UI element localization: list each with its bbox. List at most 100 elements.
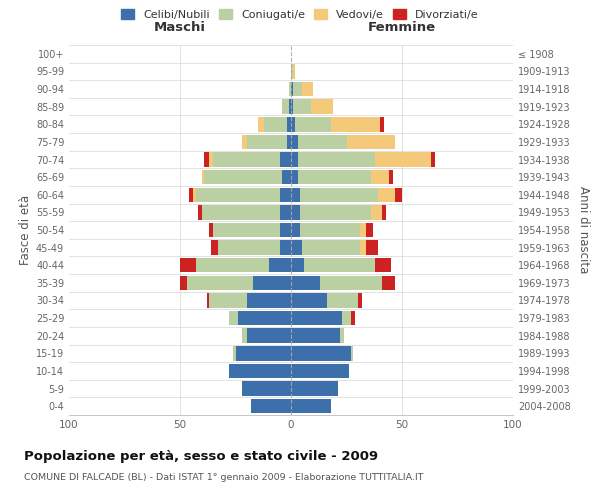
- Bar: [280, 223, 291, 237]
- Bar: [300, 188, 377, 202]
- Y-axis label: Fasce di età: Fasce di età: [19, 195, 32, 265]
- Bar: [380, 117, 384, 132]
- Bar: [291, 311, 342, 326]
- Bar: [291, 188, 300, 202]
- Bar: [360, 240, 367, 255]
- Bar: [202, 170, 205, 184]
- Bar: [382, 276, 395, 290]
- Bar: [311, 100, 333, 114]
- Bar: [358, 294, 362, 308]
- Bar: [291, 117, 295, 132]
- Bar: [291, 152, 298, 166]
- Bar: [382, 205, 386, 220]
- Bar: [180, 258, 196, 272]
- Bar: [293, 82, 302, 96]
- Bar: [180, 276, 187, 290]
- Bar: [211, 240, 218, 255]
- Bar: [187, 276, 253, 290]
- Bar: [291, 382, 338, 396]
- Bar: [376, 152, 431, 166]
- Bar: [289, 82, 291, 96]
- Bar: [291, 100, 293, 114]
- Bar: [298, 134, 347, 149]
- Bar: [395, 188, 402, 202]
- Bar: [242, 382, 291, 396]
- Bar: [287, 117, 291, 132]
- Bar: [218, 240, 280, 255]
- Bar: [300, 205, 371, 220]
- Bar: [291, 134, 298, 149]
- Bar: [280, 188, 291, 202]
- Bar: [251, 399, 291, 413]
- Bar: [377, 188, 395, 202]
- Bar: [247, 134, 287, 149]
- Bar: [291, 364, 349, 378]
- Bar: [291, 240, 302, 255]
- Bar: [229, 311, 238, 326]
- Bar: [351, 311, 355, 326]
- Bar: [298, 152, 376, 166]
- Bar: [269, 258, 291, 272]
- Bar: [209, 223, 214, 237]
- Bar: [291, 346, 351, 360]
- Bar: [371, 205, 382, 220]
- Bar: [351, 346, 353, 360]
- Bar: [302, 82, 313, 96]
- Bar: [340, 328, 344, 343]
- Bar: [247, 294, 291, 308]
- Bar: [206, 294, 209, 308]
- Bar: [298, 170, 371, 184]
- Bar: [291, 276, 320, 290]
- Legend: Celibi/Nubili, Coniugati/e, Vedovi/e, Divorziati/e: Celibi/Nubili, Coniugati/e, Vedovi/e, Di…: [118, 6, 482, 23]
- Bar: [280, 240, 291, 255]
- Bar: [213, 223, 280, 237]
- Bar: [287, 134, 291, 149]
- Bar: [320, 276, 382, 290]
- Bar: [196, 258, 269, 272]
- Bar: [196, 188, 280, 202]
- Text: Femmine: Femmine: [368, 20, 436, 34]
- Bar: [295, 117, 331, 132]
- Bar: [202, 205, 280, 220]
- Bar: [367, 240, 377, 255]
- Bar: [253, 276, 291, 290]
- Bar: [291, 64, 293, 78]
- Bar: [326, 294, 358, 308]
- Bar: [242, 134, 247, 149]
- Bar: [302, 240, 360, 255]
- Bar: [247, 328, 291, 343]
- Bar: [229, 364, 291, 378]
- Y-axis label: Anni di nascita: Anni di nascita: [577, 186, 590, 274]
- Bar: [258, 117, 265, 132]
- Bar: [431, 152, 436, 166]
- Bar: [193, 188, 196, 202]
- Bar: [242, 328, 247, 343]
- Bar: [209, 294, 247, 308]
- Bar: [291, 294, 326, 308]
- Bar: [367, 223, 373, 237]
- Bar: [347, 134, 395, 149]
- Bar: [209, 152, 214, 166]
- Bar: [389, 170, 393, 184]
- Bar: [300, 223, 360, 237]
- Bar: [265, 117, 287, 132]
- Text: COMUNE DI FALCADE (BL) - Dati ISTAT 1° gennaio 2009 - Elaborazione TUTTITALIA.IT: COMUNE DI FALCADE (BL) - Dati ISTAT 1° g…: [24, 472, 424, 482]
- Bar: [205, 170, 282, 184]
- Bar: [280, 152, 291, 166]
- Bar: [282, 100, 289, 114]
- Bar: [280, 205, 291, 220]
- Bar: [291, 223, 300, 237]
- Text: Maschi: Maschi: [154, 20, 206, 34]
- Bar: [291, 328, 340, 343]
- Bar: [293, 64, 295, 78]
- Text: Popolazione per età, sesso e stato civile - 2009: Popolazione per età, sesso e stato civil…: [24, 450, 378, 463]
- Bar: [360, 223, 367, 237]
- Bar: [304, 258, 376, 272]
- Bar: [291, 170, 298, 184]
- Bar: [342, 311, 351, 326]
- Bar: [376, 258, 391, 272]
- Bar: [291, 399, 331, 413]
- Bar: [293, 100, 311, 114]
- Bar: [291, 205, 300, 220]
- Bar: [291, 258, 304, 272]
